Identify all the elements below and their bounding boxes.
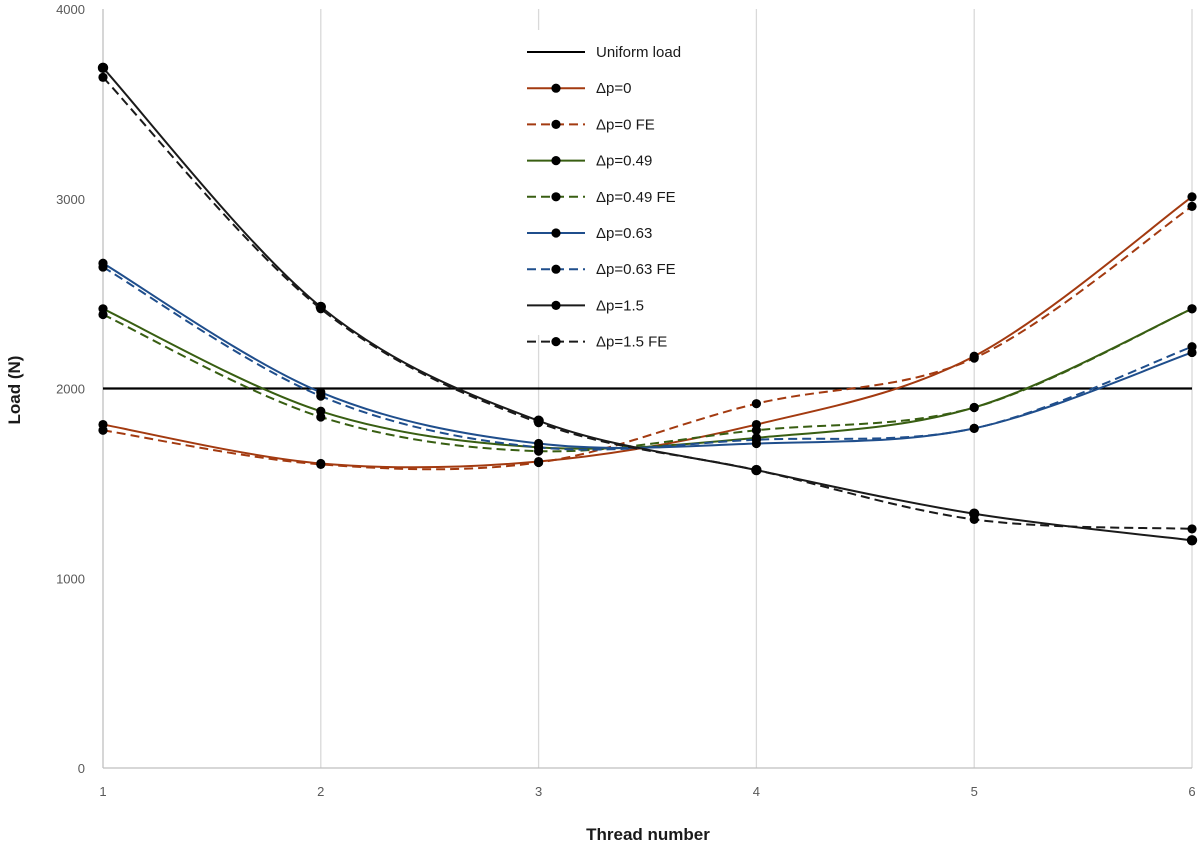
legend-entry-0: Uniform load (527, 44, 681, 61)
data-point-s2-x3 (534, 457, 544, 468)
data-point-s4-x4 (751, 425, 762, 435)
series-line-7 (102, 67, 1193, 542)
legend-background (500, 30, 710, 335)
legend-label-0: Uniform load (596, 44, 681, 61)
legend-label-2: Δp=0 FE (596, 116, 655, 133)
data-point-s8-x5 (969, 514, 979, 525)
data-point-s1-x6 (1187, 192, 1197, 202)
legend-label-7: Δp=1.5 (596, 297, 644, 314)
data-point-s8-x1 (98, 72, 108, 82)
legend-label-4: Δp=0.49 FE (596, 189, 676, 206)
legend-entry-1: Δp=0 (527, 80, 631, 97)
y-axis-title: Load (N) (5, 356, 24, 425)
x-tick-label-6: 6 (1188, 784, 1195, 799)
legend-entry-6: Δp=0.63 FE (527, 261, 676, 278)
data-point-s8-x2 (316, 304, 326, 314)
y-tick-label-0: 0 (78, 761, 85, 776)
series-line-1 (102, 196, 1193, 469)
series-line-4 (102, 307, 1193, 453)
legend-entry-2: Δp=0 FE (527, 116, 655, 133)
legend: Uniform load Δp=0 Δp=0 FE Δp=0.49 Δp=0.49 FE… (500, 30, 710, 351)
y-tick-label-2000: 2000 (56, 382, 85, 397)
legend-entry-7: Δp=1.5 (527, 297, 644, 314)
data-point-s2-x4 (751, 399, 762, 409)
data-point-s8-x3 (534, 418, 544, 428)
legend-entry-3: Δp=0.49 (527, 153, 652, 170)
data-point-s2-x1 (98, 425, 108, 435)
legend-marker-5 (551, 228, 561, 238)
data-point-s7-x1 (97, 62, 109, 74)
data-point-s6-x1 (98, 262, 108, 272)
data-point-s4-x6 (1187, 304, 1197, 314)
x-tick-label-4: 4 (753, 784, 760, 799)
data-point-s7-x6 (1186, 535, 1198, 546)
legend-marker-3 (551, 156, 561, 166)
data-point-s2-x2 (316, 459, 326, 469)
legend-marker-2 (551, 119, 561, 129)
data-point-s8-x4 (751, 465, 762, 475)
legend-marker-4 (551, 192, 561, 202)
data-point-s8-x6 (1187, 524, 1197, 534)
series-2 (98, 201, 1197, 471)
series-8 (98, 72, 1197, 534)
legend-marker-8 (551, 337, 561, 347)
data-point-s2-x6 (1187, 201, 1197, 211)
legend-label-5: Δp=0.63 (596, 225, 652, 242)
tick-labels: 1 2 3 4 5 6 0 1000 2000 3000 4000 (56, 2, 1196, 799)
legend-marker-7 (551, 300, 561, 310)
x-tick-label-1: 1 (99, 784, 106, 799)
data-point-s4-x5 (969, 402, 979, 413)
y-tick-label-4000: 4000 (56, 2, 85, 17)
legend-label-1: Δp=0 (596, 80, 631, 97)
legend-entry-8: Δp=1.5 FE (527, 334, 667, 351)
legend-entry-5: Δp=0.63 (527, 225, 652, 242)
data-point-s6-x3 (534, 442, 544, 452)
y-tick-label-3000: 3000 (56, 192, 85, 207)
legend-label-3: Δp=0.49 (596, 153, 652, 170)
legend-marker-6 (551, 264, 561, 274)
x-tick-label-2: 2 (317, 784, 324, 799)
x-tick-label-3: 3 (535, 784, 542, 799)
y-tick-label-1000: 1000 (56, 571, 85, 586)
data-point-s6-x6 (1187, 342, 1197, 352)
legend-label-8: Δp=1.5 FE (596, 334, 667, 351)
data-point-s6-x5 (969, 423, 979, 433)
legend-marker-1 (551, 83, 561, 93)
series-line-2 (102, 205, 1193, 471)
legend-entry-4: Δp=0.49 FE (527, 189, 676, 206)
x-tick-label-5: 5 (971, 784, 978, 799)
series-lines (97, 62, 1198, 546)
series-line-8 (102, 76, 1193, 530)
legend-label-6: Δp=0.63 FE (596, 261, 676, 278)
data-point-s6-x4 (751, 435, 762, 445)
data-point-s4-x1 (98, 309, 108, 320)
x-axis-title: Thread number (586, 825, 710, 844)
data-point-s2-x5 (969, 353, 979, 363)
data-point-s6-x2 (316, 391, 326, 401)
data-point-s4-x2 (316, 412, 326, 422)
